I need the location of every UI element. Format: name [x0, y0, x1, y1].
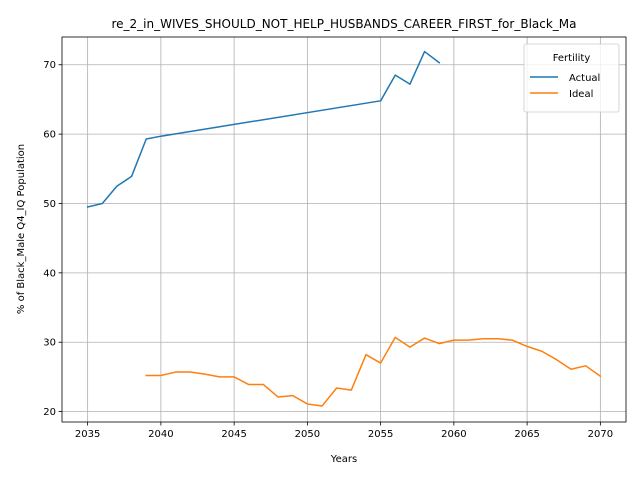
- legend-title: Fertility: [553, 53, 591, 64]
- x-tick-label: 2070: [588, 429, 613, 440]
- x-tick-label: 2065: [514, 429, 539, 440]
- legend: Fertility Actual Ideal: [523, 43, 620, 113]
- y-tick-label: 30: [43, 338, 56, 349]
- y-tick-label: 60: [43, 130, 56, 141]
- legend-label-ideal: Ideal: [569, 89, 593, 100]
- x-tick-label: 2050: [295, 429, 320, 440]
- series-lines: [86, 50, 602, 407]
- series-line-ideal: [145, 336, 602, 407]
- y-axis-label: % of Black_Male Q4_IQ Population: [16, 144, 27, 314]
- x-tick-label: 2040: [148, 429, 173, 440]
- chart-title: re_2_in_WIVES_SHOULD_NOT_HELP_HUSBANDS_C…: [111, 17, 576, 31]
- legend-label-actual: Actual: [569, 73, 600, 84]
- axis-ticks: 2035 2040 2045 2050 2055 2060 2065 2070 20 30 40 50…: [43, 60, 613, 440]
- legend-box: [523, 43, 620, 113]
- x-axis-label: Years: [330, 454, 357, 465]
- y-tick-label: 20: [43, 407, 56, 418]
- y-tick-label: 70: [43, 60, 56, 71]
- plot-frame: [61, 36, 627, 423]
- y-tick-label: 40: [43, 268, 56, 279]
- series-line-actual: [86, 50, 441, 208]
- x-tick-label: 2045: [221, 429, 246, 440]
- legend-entries: Actual Ideal: [530, 73, 600, 100]
- y-tick-label: 50: [43, 199, 56, 210]
- x-tick-label: 2060: [441, 429, 466, 440]
- x-tick-label: 2035: [75, 429, 100, 440]
- x-tick-label: 2055: [368, 429, 393, 440]
